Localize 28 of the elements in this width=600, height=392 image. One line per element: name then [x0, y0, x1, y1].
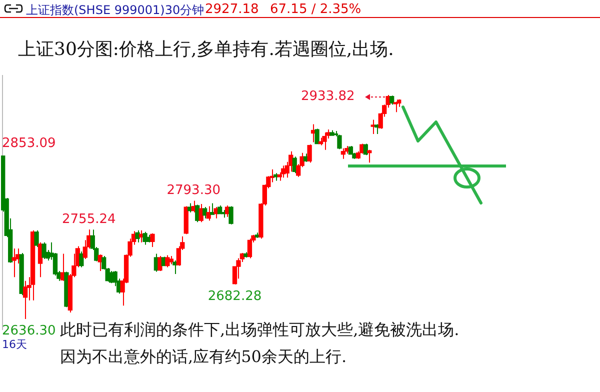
- annotation: 2682.28: [208, 288, 262, 304]
- annotation: 2933.82: [301, 89, 355, 104]
- annotation: 2793.30: [166, 183, 220, 198]
- candlestick: [165, 254, 170, 268]
- text: 67.15 / 2.35%: [270, 2, 362, 17]
- text: 2927.18: [205, 2, 259, 17]
- candlestick: [42, 242, 46, 260]
- candlestick: [228, 206, 234, 225]
- chart-subtitle: 上证30分图:价格上行,多单持有.若遇圈位,出场.: [18, 38, 394, 61]
- text: 因为不出意外的话,应有约50余天的上行.: [60, 347, 347, 368]
- candlestick: [22, 280, 28, 320]
- candlestick: [142, 231, 148, 246]
- annotation: 2853.09: [2, 136, 56, 151]
- candlestick: [135, 230, 140, 243]
- annotation: 2755.24: [62, 212, 116, 227]
- text: 此时已有利润的条件下,出场弹性可放大些,避免被洗出场.: [60, 320, 460, 341]
- candlestick: [337, 134, 342, 150]
- candlestick: [340, 148, 346, 160]
- candlestick: [367, 149, 372, 164]
- text: 16天: [2, 337, 27, 352]
- candlestick: [314, 128, 320, 144]
- candlestick: [390, 95, 394, 106]
- candlestick: [206, 206, 211, 222]
- candlestick: [12, 248, 16, 278]
- candlestick: [34, 230, 39, 248]
- candlestick: [79, 250, 84, 268]
- annotation: 2636.30: [2, 323, 56, 338]
- chart-title: 上证指数(SHSE 999001)30分钟: [26, 2, 204, 19]
